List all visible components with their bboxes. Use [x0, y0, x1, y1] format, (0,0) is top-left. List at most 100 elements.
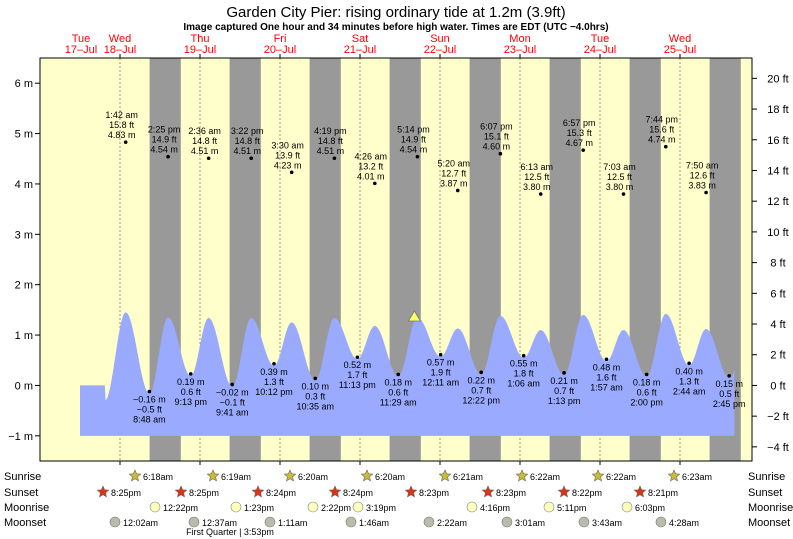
right-tick-label: 0 ft — [770, 380, 785, 392]
high-tide-point — [663, 144, 668, 149]
low-tide-label: 0.18 m0.6 ft2:00 pm — [630, 372, 663, 407]
row-label-left: Moonset — [4, 517, 46, 529]
low-tide-ft: 0.7 ft — [471, 385, 492, 395]
low-tide-time: 12:22 pm — [462, 395, 500, 405]
high-tide-time: 2:36 am — [188, 126, 221, 136]
row-label-right: Sunset — [748, 487, 782, 499]
right-tick-label: 12 ft — [767, 196, 788, 208]
day-date: 25–Jul — [664, 44, 696, 56]
low-tide-m: 0.19 m — [177, 377, 205, 387]
high-tide-m: 3.87 m — [440, 178, 468, 188]
water-layer — [80, 310, 735, 436]
grid-layer — [119, 58, 681, 461]
row-label-right: Sunrise — [748, 471, 785, 483]
moonset-icon — [423, 516, 435, 528]
right-tick-label: 6 ft — [770, 288, 785, 300]
high-tide-time: 1:42 am — [105, 110, 138, 120]
row-label-left: Sunset — [4, 487, 38, 499]
low-tide-time: 10:12 pm — [255, 387, 293, 397]
low-tide-m: 0.15 m — [715, 379, 743, 389]
sunrise-icon — [360, 469, 374, 482]
high-tide-ft: 14.8 ft — [318, 136, 344, 146]
low-tide-label: 0.15 m0.5 ft2:45 pm — [713, 374, 745, 409]
left-tick-label: −1 m — [8, 431, 33, 443]
day-date: 18–Jul — [104, 44, 136, 56]
high-tide-time: 3:30 am — [271, 140, 304, 150]
low-tide-time: 10:35 am — [297, 401, 335, 411]
sunset-time: 8:24pm — [343, 488, 373, 498]
moonrise-time: 3:19pm — [366, 503, 396, 513]
high-tide-ft: 15.6 ft — [649, 125, 675, 135]
low-tide-point — [230, 382, 235, 387]
moonrise-icon — [352, 501, 364, 513]
sunset-icon — [251, 485, 265, 498]
high-tide-ft: 14.9 ft — [152, 135, 178, 145]
low-tide-label: −0.16 m−0.5 ft8:48 am — [133, 389, 166, 424]
low-tide-label: 0.55 m1.8 ft1:06 am — [507, 353, 540, 389]
high-tide-point — [581, 148, 585, 152]
high-tide-ft: 14.8 ft — [235, 136, 261, 146]
moonrise-icon — [543, 501, 555, 513]
low-tide-ft: 0.3 ft — [305, 391, 326, 401]
high-tide-m: 4.51 m — [233, 146, 261, 156]
plot-frame — [39, 57, 753, 462]
high-tide-m: 3.80 m — [523, 182, 551, 192]
low-tide-point — [272, 361, 276, 366]
high-tide-ft: 12.5 ft — [524, 172, 550, 182]
low-tide-m: 0.18 m — [633, 377, 661, 387]
low-tide-time: 9:13 pm — [174, 397, 207, 407]
low-tide-ft: −0.5 ft — [137, 404, 163, 414]
high-tide-point — [289, 170, 294, 175]
high-tide-time: 5:14 pm — [397, 125, 430, 135]
low-tide-m: 0.21 m — [550, 376, 578, 386]
moonset-time: 3:43am — [592, 518, 622, 528]
low-tide-point — [562, 371, 566, 375]
sun-moon-table: Sunrise Sunrise Sunset Sunset Moonrise Moonri… — [4, 469, 793, 537]
high-tide-time: 4:19 pm — [314, 126, 347, 136]
sunset-icon — [481, 485, 495, 498]
sunrise-time: 6:21am — [453, 472, 483, 482]
low-tide-ft: 1.3 ft — [264, 377, 285, 387]
sunrise-time: 6:22am — [606, 472, 636, 482]
high-tide-point — [206, 156, 211, 161]
left-tick-label: 4 m — [15, 179, 33, 191]
low-tide-time: 1:06 am — [507, 379, 540, 389]
low-tide-point — [396, 372, 401, 377]
chart-title: Garden City Pier: rising ordinary tide a… — [226, 4, 565, 21]
low-tide-label: 0.21 m0.7 ft1:13 pm — [548, 371, 580, 406]
low-tide-point — [147, 389, 152, 394]
right-tick-label: 2 ft — [770, 350, 785, 362]
left-tick-label: 5 m — [15, 129, 33, 141]
high-tide-time: 7:03 am — [603, 162, 636, 172]
low-tide-time: 1:57 am — [590, 382, 623, 392]
sunset-icon — [404, 485, 418, 498]
sunset-icon — [328, 485, 342, 498]
low-tide-ft: 0.6 ft — [637, 387, 658, 397]
high-tide-m: 4.60 m — [483, 142, 511, 152]
moonrise-time: 4:16pm — [480, 503, 510, 513]
high-tide-m: 4.54 m — [150, 145, 178, 155]
sunset-time: 8:21pm — [648, 488, 678, 498]
low-tide-point — [687, 361, 691, 366]
low-tide-m: 0.52 m — [344, 360, 372, 370]
low-tide-point — [521, 353, 526, 358]
moonset-time: 1:11am — [278, 518, 307, 528]
moonset-time: 3:01am — [515, 518, 545, 528]
high-tide-m: 3.80 m — [606, 182, 634, 192]
sunrise-time: 6:20am — [298, 472, 328, 482]
high-tide-m: 4.51 m — [317, 146, 345, 156]
high-tide-time: 6:07 pm — [480, 122, 513, 132]
day-name: Sun — [430, 33, 450, 45]
right-tick-label: 18 ft — [767, 104, 788, 116]
moonrise-time: 1:23pm — [244, 503, 274, 513]
moon-phase-note: First Quarter | 3:53pm — [186, 527, 274, 537]
low-tide-m: 0.18 m — [384, 377, 412, 387]
high-tide-point — [704, 190, 708, 195]
